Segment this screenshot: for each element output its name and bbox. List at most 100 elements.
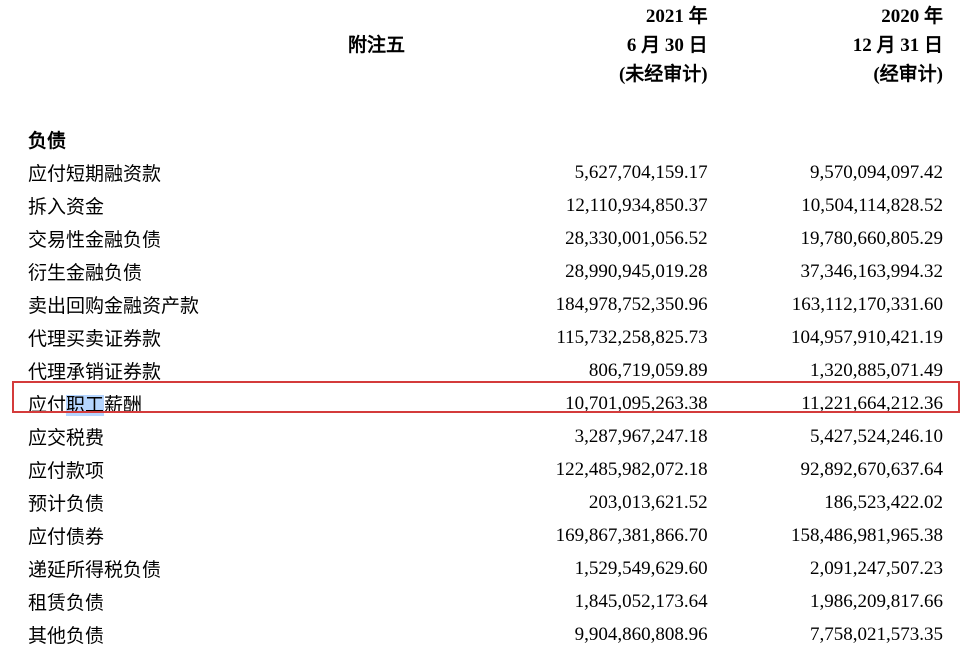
row-value-2021: 169,867,381,866.70 — [462, 519, 714, 552]
financial-statement-container: 2021 年 2020 年 附注五 6 月 30 日 12 月 31 日 (未经… — [0, 0, 971, 651]
header-2021-date: 6 月 30 日 — [462, 29, 714, 58]
spacer-row — [0, 105, 971, 123]
row-value-2021: 28,990,945,019.28 — [462, 255, 714, 288]
row-value-2020: 11,221,664,212.36 — [714, 387, 971, 420]
row-note — [342, 387, 462, 420]
header-empty — [0, 0, 342, 29]
row-note — [342, 354, 462, 387]
table-row: 交易性金融负债 28,330,001,056.5219,780,660,805.2… — [0, 222, 971, 255]
cell-empty — [342, 123, 462, 156]
row-value-2021: 9,904,860,808.96 — [462, 618, 714, 651]
table-row: 应付职工薪酬 10,701,095,263.3811,221,664,212.36 — [0, 387, 971, 420]
label-part: 应付 — [28, 395, 66, 416]
header-empty — [0, 29, 342, 58]
row-note — [342, 189, 462, 222]
table-row: 租赁负债 1,845,052,173.641,986,209,817.66 — [0, 585, 971, 618]
header-note-label: 附注五 — [342, 29, 462, 58]
row-value-2021: 28,330,001,056.52 — [462, 222, 714, 255]
row-label: 租赁负债 — [0, 585, 342, 618]
row-label: 应交税费 — [0, 420, 342, 453]
row-note — [342, 519, 462, 552]
row-value-2021: 12,110,934,850.37 — [462, 189, 714, 222]
row-value-2020: 19,780,660,805.29 — [714, 222, 971, 255]
table-row: 卖出回购金融资产款 184,978,752,350.96163,112,170,3… — [0, 288, 971, 321]
header-row-1: 2021 年 2020 年 — [0, 0, 971, 29]
header-empty — [342, 58, 462, 87]
row-label: 衍生金融负债 — [0, 255, 342, 288]
row-value-2020: 2,091,247,507.23 — [714, 552, 971, 585]
row-label: 卖出回购金融资产款 — [0, 288, 342, 321]
row-value-2021: 1,845,052,173.64 — [462, 585, 714, 618]
row-label: 预计负债 — [0, 486, 342, 519]
table-row: 递延所得税负债 1,529,549,629.602,091,247,507.23 — [0, 552, 971, 585]
row-value-2020: 5,427,524,246.10 — [714, 420, 971, 453]
row-value-2020: 158,486,981,965.38 — [714, 519, 971, 552]
header-row-3: (未经审计) (经审计) — [0, 58, 971, 87]
row-note — [342, 255, 462, 288]
row-value-2021: 10,701,095,263.38 — [462, 387, 714, 420]
header-empty — [342, 0, 462, 29]
row-label: 应付职工薪酬 — [0, 387, 342, 420]
spacer-row — [0, 87, 971, 105]
row-note — [342, 618, 462, 651]
row-value-2020: 1,986,209,817.66 — [714, 585, 971, 618]
row-value-2020: 92,892,670,637.64 — [714, 453, 971, 486]
table-row: 其他负债 9,904,860,808.967,758,021,573.35 — [0, 618, 971, 651]
row-note — [342, 453, 462, 486]
row-note — [342, 585, 462, 618]
header-empty — [0, 58, 342, 87]
cell-empty — [714, 123, 971, 156]
table-row: 应付短期融资款 5,627,704,159.179,570,094,097.42 — [0, 156, 971, 189]
table-row: 预计负债 203,013,621.52186,523,422.02 — [0, 486, 971, 519]
row-value-2021: 1,529,549,629.60 — [462, 552, 714, 585]
header-row-2: 附注五 6 月 30 日 12 月 31 日 — [0, 29, 971, 58]
table-row: 应交税费 3,287,967,247.185,427,524,246.10 — [0, 420, 971, 453]
row-value-2021: 122,485,982,072.18 — [462, 453, 714, 486]
row-value-2021: 184,978,752,350.96 — [462, 288, 714, 321]
header-2020-date: 12 月 31 日 — [714, 29, 971, 58]
row-value-2021: 203,013,621.52 — [462, 486, 714, 519]
row-value-2020: 104,957,910,421.19 — [714, 321, 971, 354]
table-row: 代理承销证券款 806,719,059.891,320,885,071.49 — [0, 354, 971, 387]
row-note — [342, 156, 462, 189]
row-value-2020: 1,320,885,071.49 — [714, 354, 971, 387]
row-value-2020: 186,523,422.02 — [714, 486, 971, 519]
row-value-2021: 3,287,967,247.18 — [462, 420, 714, 453]
table-row: 拆入资金 12,110,934,850.3710,504,114,828.52 — [0, 189, 971, 222]
table-row: 代理买卖证券款115,732,258,825.73104,957,910,421… — [0, 321, 971, 354]
row-value-2021: 5,627,704,159.17 — [462, 156, 714, 189]
row-value-2020: 10,504,114,828.52 — [714, 189, 971, 222]
table-row: 应付款项 122,485,982,072.1892,892,670,637.64 — [0, 453, 971, 486]
row-label: 拆入资金 — [0, 189, 342, 222]
row-note — [342, 486, 462, 519]
row-label: 代理承销证券款 — [0, 354, 342, 387]
text-selection: 职工 — [66, 395, 104, 416]
row-label: 应付债券 — [0, 519, 342, 552]
row-label: 交易性金融负债 — [0, 222, 342, 255]
header-2020-year: 2020 年 — [714, 0, 971, 29]
table-row: 衍生金融负债 28,990,945,019.2837,346,163,994.32 — [0, 255, 971, 288]
row-note — [342, 288, 462, 321]
label-part: 薪酬 — [104, 395, 142, 416]
row-value-2020: 163,112,170,331.60 — [714, 288, 971, 321]
row-label: 代理买卖证券款 — [0, 321, 342, 354]
row-value-2020: 37,346,163,994.32 — [714, 255, 971, 288]
section-title-row: 负债 — [0, 123, 971, 156]
row-value-2021: 806,719,059.89 — [462, 354, 714, 387]
liabilities-table: 2021 年 2020 年 附注五 6 月 30 日 12 月 31 日 (未经… — [0, 0, 971, 651]
row-value-2020: 7,758,021,573.35 — [714, 618, 971, 651]
row-note — [342, 321, 462, 354]
row-label: 应付款项 — [0, 453, 342, 486]
header-2021-year: 2021 年 — [462, 0, 714, 29]
row-label: 递延所得税负债 — [0, 552, 342, 585]
row-note — [342, 552, 462, 585]
row-label: 应付短期融资款 — [0, 156, 342, 189]
header-2021-audit: (未经审计) — [462, 58, 714, 87]
header-2020-audit: (经审计) — [714, 58, 971, 87]
section-title: 负债 — [0, 123, 342, 156]
row-label: 其他负债 — [0, 618, 342, 651]
table-row: 应付债券 169,867,381,866.70158,486,981,965.38 — [0, 519, 971, 552]
row-value-2020: 9,570,094,097.42 — [714, 156, 971, 189]
row-note — [342, 222, 462, 255]
cell-empty — [462, 123, 714, 156]
